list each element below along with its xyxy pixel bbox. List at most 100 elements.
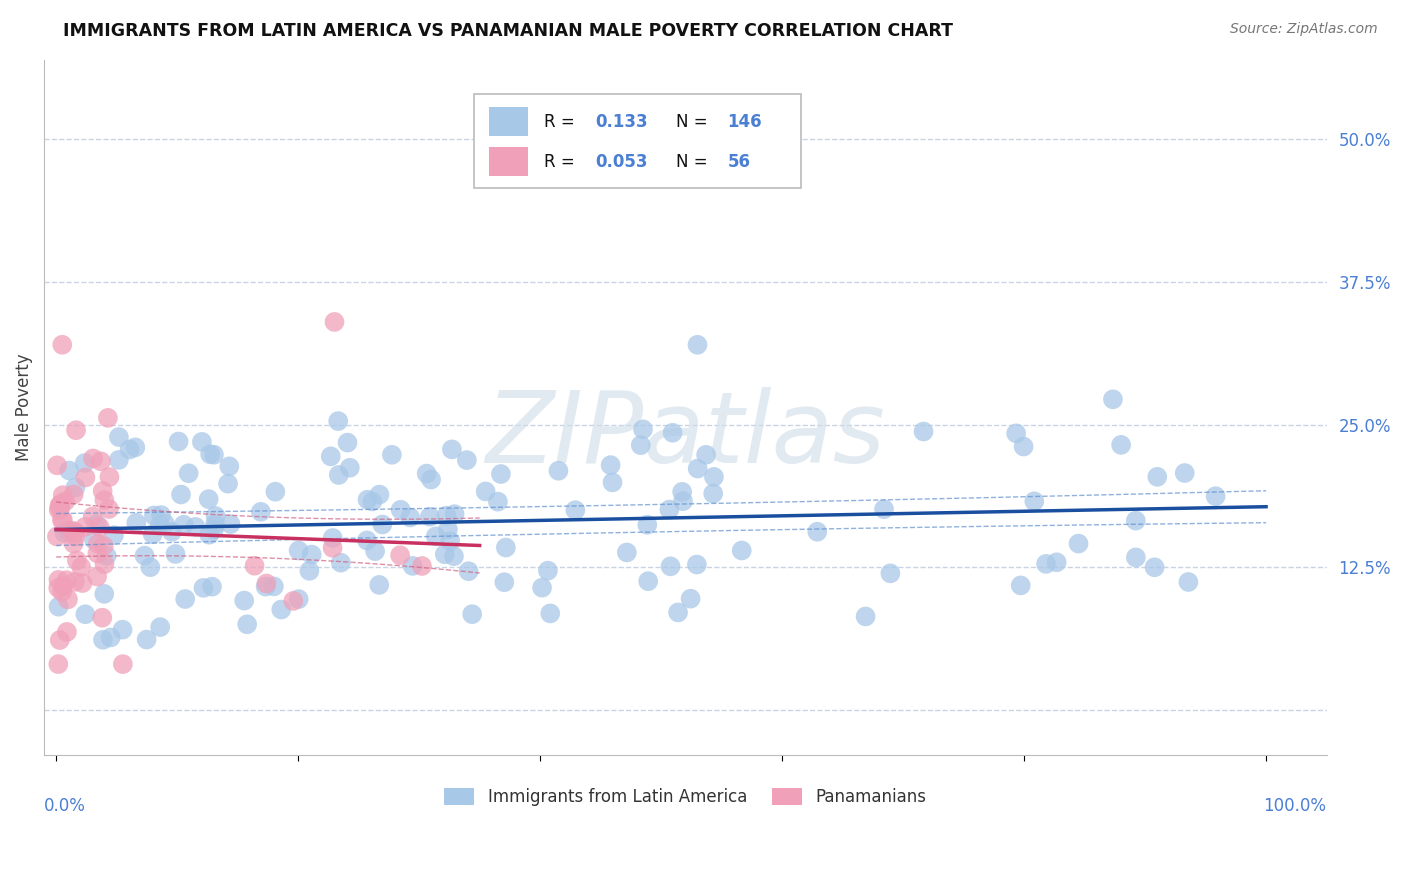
Point xyxy=(399,510,422,524)
Point xyxy=(60,524,83,538)
Point xyxy=(328,414,350,428)
Point xyxy=(509,167,531,181)
Point xyxy=(100,631,122,645)
Point xyxy=(52,579,75,593)
Point xyxy=(217,476,239,491)
Point xyxy=(53,494,76,508)
Point xyxy=(173,517,195,532)
Point xyxy=(661,425,683,440)
Point xyxy=(637,574,659,589)
Point xyxy=(411,559,433,574)
Point xyxy=(91,483,114,498)
Point xyxy=(149,620,172,634)
Point xyxy=(298,564,321,578)
Point xyxy=(461,607,484,622)
Point xyxy=(165,547,187,561)
Text: R =: R = xyxy=(544,112,575,130)
Point xyxy=(51,337,73,351)
Point xyxy=(46,581,69,595)
Point xyxy=(264,484,287,499)
Point xyxy=(58,464,80,478)
Point xyxy=(666,606,689,620)
Point xyxy=(538,607,561,621)
Point xyxy=(139,560,162,574)
Point xyxy=(98,470,121,484)
Point xyxy=(319,450,342,464)
Point xyxy=(443,507,465,521)
Point xyxy=(1010,578,1032,592)
Point xyxy=(1205,489,1227,503)
Point xyxy=(486,494,509,508)
Point xyxy=(873,502,896,516)
Point xyxy=(1125,514,1147,528)
Point xyxy=(197,492,219,507)
Point xyxy=(91,610,114,624)
Point xyxy=(1035,557,1057,571)
Point xyxy=(233,593,256,607)
Point xyxy=(198,527,221,541)
Point xyxy=(48,499,70,513)
Point xyxy=(97,410,120,425)
Point xyxy=(204,517,226,532)
Point xyxy=(125,516,148,530)
Point xyxy=(686,461,709,475)
Point xyxy=(202,523,225,537)
Text: N =: N = xyxy=(676,112,709,130)
Point xyxy=(1109,438,1132,452)
Point xyxy=(443,549,465,564)
Point xyxy=(236,617,259,632)
Point xyxy=(322,531,344,545)
Point xyxy=(204,508,226,523)
Point xyxy=(52,513,75,527)
Point xyxy=(425,529,447,543)
Point xyxy=(263,579,285,593)
Point xyxy=(658,502,681,516)
Point xyxy=(46,657,69,672)
Point xyxy=(703,470,725,484)
Point xyxy=(301,548,323,562)
Point xyxy=(806,524,828,539)
Point xyxy=(91,632,114,647)
Point xyxy=(177,467,200,481)
Point xyxy=(564,503,586,517)
Point xyxy=(254,580,277,594)
Point xyxy=(1005,426,1028,441)
Point xyxy=(51,513,73,527)
Point xyxy=(73,456,96,470)
Point xyxy=(361,494,384,508)
Legend: Immigrants from Latin America, Panamanians: Immigrants from Latin America, Panamania… xyxy=(437,781,934,814)
Point xyxy=(202,448,225,462)
Point xyxy=(336,435,359,450)
Point xyxy=(48,573,70,587)
Point xyxy=(686,338,709,352)
Point xyxy=(389,503,412,517)
Point xyxy=(93,493,115,508)
Point xyxy=(87,537,110,551)
Point xyxy=(322,541,344,555)
Point xyxy=(62,487,84,501)
Point xyxy=(93,539,115,553)
Point xyxy=(49,502,72,516)
Point xyxy=(616,545,638,559)
Point xyxy=(63,525,86,540)
Point xyxy=(420,473,443,487)
Point xyxy=(65,481,87,495)
Point xyxy=(686,558,709,572)
Point xyxy=(52,488,75,502)
Point xyxy=(55,573,77,587)
Point xyxy=(53,525,76,540)
Point xyxy=(56,592,79,607)
Point xyxy=(437,523,460,537)
Point xyxy=(1012,440,1035,454)
Point xyxy=(191,434,214,449)
Point xyxy=(672,494,695,508)
Point xyxy=(63,530,86,544)
Point xyxy=(63,524,86,539)
Point xyxy=(134,549,156,563)
Point xyxy=(46,458,69,473)
Text: 56: 56 xyxy=(728,153,751,171)
Text: 146: 146 xyxy=(728,112,762,130)
Point xyxy=(659,559,682,574)
Point xyxy=(731,543,754,558)
Point xyxy=(474,484,496,499)
